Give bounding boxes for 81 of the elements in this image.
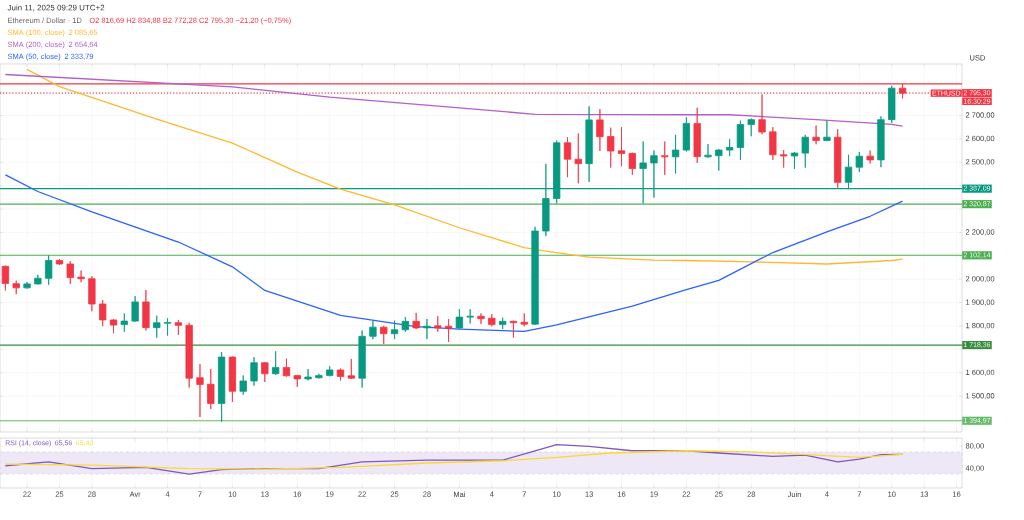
candlestick <box>769 126 777 161</box>
candlestick <box>131 295 139 323</box>
candlestick <box>250 356 258 387</box>
candlestick <box>12 280 20 295</box>
candlestick <box>282 358 291 377</box>
candlestick <box>207 368 215 410</box>
candlestick <box>369 320 377 340</box>
candlestick <box>725 138 734 157</box>
candlestick <box>790 151 799 170</box>
candlestick <box>109 318 118 334</box>
candlestick <box>704 143 712 159</box>
candlestick <box>196 363 204 418</box>
candlestick <box>801 134 809 169</box>
candlestick <box>715 148 723 172</box>
candlestick <box>607 127 615 169</box>
candlestick <box>661 141 669 176</box>
candlestick <box>23 281 31 289</box>
candlestick <box>99 299 107 327</box>
candlestick <box>228 356 237 403</box>
candlestick <box>401 316 409 333</box>
candlestick <box>877 115 885 168</box>
candlestick <box>488 313 496 327</box>
candlestick <box>617 126 626 167</box>
candlestick <box>780 149 788 169</box>
candlestick <box>34 274 42 285</box>
candlestick <box>444 318 453 343</box>
candlestick <box>390 320 399 340</box>
candlestick <box>466 308 474 324</box>
candlestick <box>412 312 420 330</box>
candlestick <box>423 318 431 340</box>
candlestick <box>834 128 842 189</box>
candlestick <box>682 116 691 152</box>
candlestick <box>888 85 896 124</box>
candlestick <box>498 317 507 330</box>
candlestick <box>477 312 485 325</box>
candlestick <box>693 107 701 164</box>
candlestick <box>217 351 226 423</box>
line-series <box>26 68 904 265</box>
candlestick <box>293 374 301 388</box>
candlestick <box>271 350 280 376</box>
candlestick <box>120 312 128 333</box>
candlestick <box>866 150 874 164</box>
candlestick <box>347 358 355 380</box>
candlestick <box>315 373 323 379</box>
candlestick <box>326 365 334 377</box>
candlestick <box>45 254 53 286</box>
candlestick <box>747 118 755 137</box>
candlestick <box>585 105 593 183</box>
candlestick <box>736 120 745 161</box>
candlestick <box>455 308 464 330</box>
candlestick <box>153 315 161 339</box>
candlestick <box>261 361 269 383</box>
candlestick <box>509 320 518 339</box>
candlestick <box>336 368 345 381</box>
candlestick <box>304 368 312 381</box>
candlestick <box>596 108 604 152</box>
candlestick <box>1 265 10 291</box>
line-series <box>4 73 904 127</box>
candlestick <box>142 289 150 331</box>
candlestick <box>520 312 528 327</box>
candlestick <box>239 374 247 396</box>
line-series <box>4 450 904 470</box>
candlestick <box>823 120 831 142</box>
line-series <box>4 174 904 333</box>
candlestick <box>574 133 582 184</box>
candlestick <box>563 136 572 178</box>
candlestick <box>812 125 820 145</box>
candlestick <box>380 325 388 345</box>
candlestick <box>55 258 64 266</box>
candlestick <box>358 330 366 388</box>
candlestick <box>66 260 74 285</box>
candlestick <box>671 134 680 174</box>
candlestick <box>434 315 442 333</box>
candlestick <box>77 270 85 283</box>
candlestick <box>628 152 636 176</box>
candlestick <box>855 151 863 173</box>
candlestick <box>88 275 96 312</box>
candlestick <box>185 322 193 388</box>
candlestick <box>174 319 182 336</box>
candlestick <box>531 226 539 326</box>
candlestick <box>163 317 172 336</box>
